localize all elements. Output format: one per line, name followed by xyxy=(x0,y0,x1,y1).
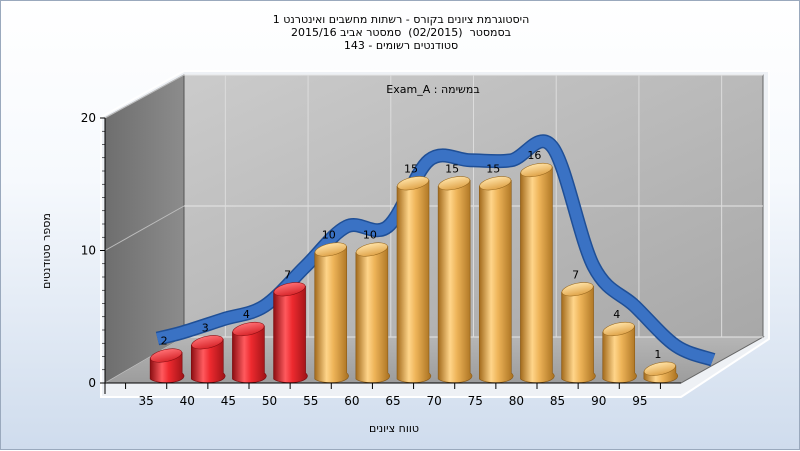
data-label: 4 xyxy=(613,308,620,321)
data-label: 3 xyxy=(202,321,209,334)
x-tick-label: 35 xyxy=(139,394,154,408)
bar xyxy=(314,242,349,383)
axes: 0 10 20 35 40 45 50 55 60 65 70 75 80 85 90 95 xyxy=(81,111,681,408)
x-tick-label: 65 xyxy=(385,394,400,408)
bar xyxy=(149,348,185,383)
y-tick-label: 10 xyxy=(81,244,96,258)
data-label: 2 xyxy=(161,335,168,348)
data-label: 15 xyxy=(404,162,418,175)
chart-title: היסטוגרמת ציונים בקורס - רשתות מחשבים וא… xyxy=(1,13,800,52)
data-label: 16 xyxy=(527,149,541,162)
data-label: 15 xyxy=(486,162,500,175)
data-label: 1 xyxy=(654,348,661,361)
x-tick-label: 95 xyxy=(632,394,647,408)
bar xyxy=(396,176,432,383)
title-line-2: בסמסטר (02/2015) סמסטר אביב 2015/16 xyxy=(290,26,512,39)
data-label: 10 xyxy=(363,229,377,242)
x-tick-label: 85 xyxy=(550,394,565,408)
x-tick-label: 50 xyxy=(262,394,277,408)
x-tick-label: 45 xyxy=(221,394,236,408)
bar xyxy=(602,321,637,383)
trend-ribbon-line xyxy=(156,135,715,365)
title-line-1: היסטוגרמת ציונים בקורס - רשתות מחשבים וא… xyxy=(272,13,530,26)
bar xyxy=(520,162,555,383)
bars xyxy=(149,162,678,383)
bar xyxy=(232,321,267,383)
title-line-3: 143 - סטודנטים רשומים xyxy=(343,39,459,52)
bar xyxy=(561,282,596,383)
chart-annotation: Exam_A : במשימה xyxy=(386,83,479,96)
x-tick-label: 60 xyxy=(344,394,359,408)
data-label: 7 xyxy=(284,268,291,281)
x-tick-label: 70 xyxy=(427,394,442,408)
x-tick-label: 55 xyxy=(303,394,318,408)
bar xyxy=(273,282,308,383)
y-tick-label: 0 xyxy=(88,376,96,390)
x-tick-label: 80 xyxy=(509,394,524,408)
bar xyxy=(437,176,473,383)
y-axis-label: מספר סטודנטים xyxy=(40,213,53,289)
data-label: 15 xyxy=(445,162,459,175)
data-label: 10 xyxy=(322,229,336,242)
data-label: 4 xyxy=(243,308,250,321)
bar xyxy=(190,335,226,383)
x-axis-label: טווח ציונים xyxy=(369,422,419,435)
x-tick-label: 40 xyxy=(180,394,195,408)
data-label: 7 xyxy=(572,268,579,281)
grid-line-left xyxy=(104,74,185,119)
y-tick-label: 20 xyxy=(81,111,96,125)
trend-ribbon xyxy=(155,134,716,367)
bar xyxy=(355,242,390,383)
grid-line-left xyxy=(104,336,185,384)
bar xyxy=(478,176,514,383)
data-labels: 2 3 4 7 10 10 15 15 15 16 7 4 1 xyxy=(161,149,662,361)
grid-line-left xyxy=(104,205,185,251)
x-tick-label: 90 xyxy=(591,394,606,408)
bar xyxy=(643,361,678,383)
x-tick-label: 75 xyxy=(468,394,483,408)
